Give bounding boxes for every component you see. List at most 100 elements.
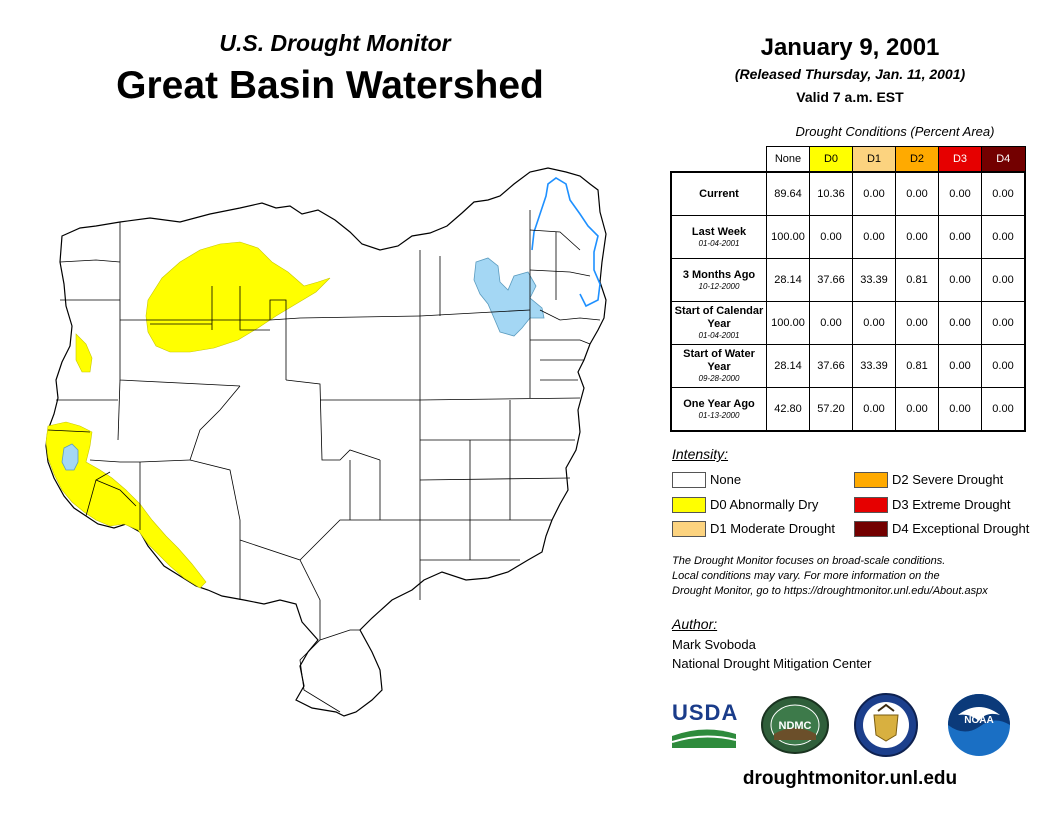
table-caption: Drought Conditions (Percent Area) — [795, 124, 995, 139]
d0-area-north — [145, 241, 331, 353]
table-header-row: None D0 D1 D2 D3 D4 — [671, 146, 1026, 173]
row-date: 01-13-2000 — [698, 410, 740, 420]
row-label: Last Week 01-04-2001 — [670, 215, 767, 259]
table-cell: 0.00 — [938, 171, 982, 216]
table-cell: 0.00 — [895, 171, 939, 216]
website-url[interactable]: droughtmonitor.unl.edu — [742, 768, 958, 789]
table-cell: 0.00 — [981, 301, 1026, 345]
row-date: 09-28-2000 — [698, 374, 740, 383]
row-label-text: Current — [699, 187, 739, 200]
lake-tahoe — [61, 443, 79, 471]
legend-label: D2 Severe Drought — [892, 472, 1004, 487]
row-label-text: Start of Water Year — [683, 348, 755, 373]
table-row-current: Current 89.64 10.36 0.00 0.00 0.00 0.00 — [670, 171, 1026, 216]
table-cell: 28.14 — [766, 344, 810, 388]
table-cell: 57.20 — [809, 387, 853, 432]
row-label: 3 Months Ago 10-12-2000 — [670, 258, 767, 302]
table-cell: 0.81 — [895, 344, 939, 388]
d0-area-coast-north — [75, 333, 93, 373]
map-subtitle: U.S. Drought Monitor — [219, 30, 451, 56]
release-date: (Released Thursday, Jan. 11, 2001) — [734, 66, 966, 82]
drought-conditions-table: None D0 D1 D2 D3 D4 Current 89.64 10.36 0.0… — [670, 146, 1026, 432]
row-label-text: 3 Months Ago — [682, 268, 756, 281]
ndmc-logo: NDMC — [761, 696, 829, 754]
row-label: One Year Ago 01-13-2000 — [670, 387, 767, 432]
table-cell: 0.00 — [895, 387, 939, 432]
table-cell: 0.00 — [895, 215, 939, 259]
great-salt-lake — [473, 257, 545, 337]
table-corner — [671, 147, 767, 173]
table-cell: 0.81 — [895, 258, 939, 302]
table-cell: 33.39 — [852, 258, 896, 302]
table-cell: 0.00 — [809, 215, 853, 259]
table-cell: 42.80 — [766, 387, 810, 432]
table-cell: 28.14 — [766, 258, 810, 302]
author-organization: National Drought Mitigation Center — [672, 656, 872, 671]
table-cell: 0.00 — [895, 301, 939, 345]
author-heading: Author: — [672, 616, 718, 632]
usda-hills-icon — [671, 729, 737, 748]
note-line: The Drought Monitor focuses on broad-sca… — [672, 555, 946, 567]
row-date: 10-12-2000 — [698, 281, 740, 291]
valid-time: Valid 7 a.m. EST — [796, 89, 904, 105]
watershed-outline — [45, 167, 607, 717]
row-date: 01-04-2001 — [698, 238, 740, 248]
row-label-text: Start of Calendar Year — [674, 305, 764, 330]
col-header-d2: D2 — [895, 146, 939, 173]
disclaimer-note: The Drought Monitor focuses on broad-sca… — [672, 554, 1052, 599]
table-cell: 0.00 — [938, 387, 982, 432]
table-cell: 37.66 — [809, 258, 853, 302]
legend-swatch — [854, 521, 888, 537]
table-cell: 0.00 — [809, 301, 853, 345]
table-cell: 100.00 — [766, 301, 810, 345]
author-name: Mark Svoboda — [672, 637, 756, 652]
table-cell: 0.00 — [981, 387, 1026, 432]
ndmc-logo-text: NDMC — [779, 720, 812, 732]
table-cell: 0.00 — [981, 215, 1026, 259]
table-cell: 0.00 — [938, 215, 982, 259]
table-cell: 0.00 — [938, 258, 982, 302]
table-body: Current 89.64 10.36 0.00 0.00 0.00 0.00 Last We… — [670, 171, 1026, 432]
legend-swatch — [854, 472, 888, 488]
watershed-map — [45, 167, 607, 717]
table-row-start-of-calendar-year: Start of Calendar Year 01-04-2001 100.00 0.… — [670, 301, 1026, 345]
legend-label: D0 Abnormally Dry — [710, 497, 819, 512]
noaa-logo: NOAA — [948, 694, 1010, 756]
legend-title: Intensity: — [672, 446, 729, 462]
row-label: Current — [670, 171, 767, 216]
row-label-text: Last Week — [691, 225, 747, 238]
legend-label: None — [710, 472, 742, 487]
usda-logo: USDA — [671, 700, 739, 748]
col-header-none: None — [766, 146, 810, 173]
table-cell: 0.00 — [852, 171, 896, 216]
table-cell: 33.39 — [852, 344, 896, 388]
legend-swatch — [672, 472, 706, 488]
row-date: 01-04-2001 — [698, 331, 740, 340]
map-date: January 9, 2001 — [760, 34, 940, 61]
col-header-d4: D4 — [981, 146, 1026, 173]
table-cell: 0.00 — [938, 301, 982, 345]
table-cell: 89.64 — [766, 171, 810, 216]
table-row-start-of-water-year: Start of Water Year 09-28-2000 28.14 37.66 3… — [670, 344, 1026, 388]
legend-swatch — [672, 521, 706, 537]
col-header-d0: D0 — [809, 146, 853, 173]
noaa-logo-text: NOAA — [964, 715, 993, 726]
table-cell: 37.66 — [809, 344, 853, 388]
note-line: Local conditions may vary. For more info… — [672, 570, 940, 582]
legend-swatch — [672, 497, 706, 513]
map-title: Great Basin Watershed — [116, 64, 544, 107]
table-cell: 0.00 — [852, 301, 896, 345]
legend-label: D4 Exceptional Drought — [892, 521, 1030, 536]
table-row-one-year-ago: One Year Ago 01-13-2000 42.80 57.20 0.00 0.00… — [670, 387, 1026, 432]
row-label-text: One Year Ago — [683, 397, 755, 410]
d0-area-southwest — [45, 421, 207, 589]
table-cell: 0.00 — [981, 344, 1026, 388]
col-header-d3: D3 — [938, 146, 982, 173]
county-boundaries — [47, 210, 601, 713]
usda-logo-text: USDA — [672, 700, 739, 725]
legend-label: D1 Moderate Drought — [710, 521, 836, 536]
table-cell: 0.00 — [852, 387, 896, 432]
commerce-seal-logo — [854, 693, 918, 757]
table-cell: 0.00 — [981, 171, 1026, 216]
row-label: Start of Water Year 09-28-2000 — [670, 344, 767, 388]
